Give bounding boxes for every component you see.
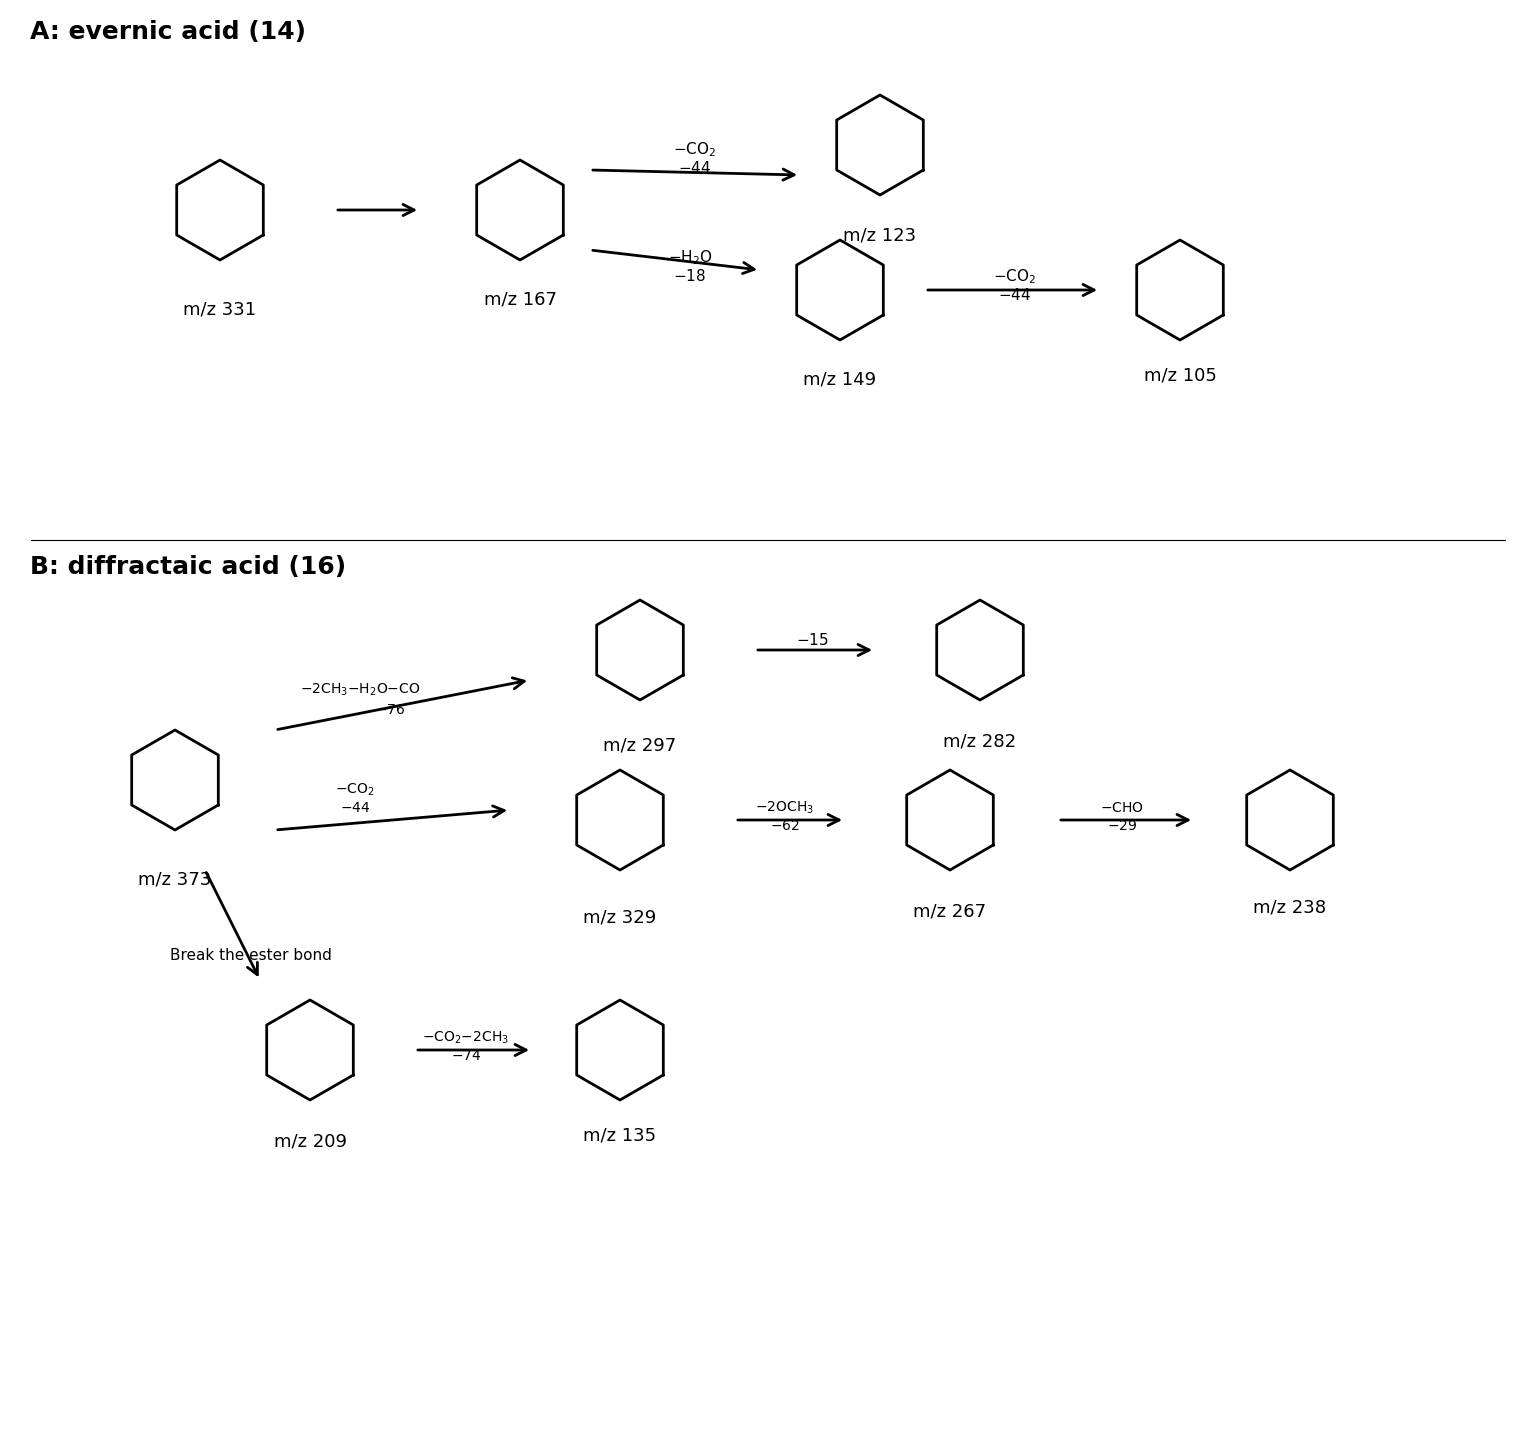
Text: m/z 149: m/z 149	[803, 372, 877, 389]
Text: m/z 209: m/z 209	[273, 1134, 347, 1151]
Text: m/z 297: m/z 297	[604, 736, 677, 753]
Text: m/z 123: m/z 123	[843, 226, 917, 244]
Text: m/z 373: m/z 373	[138, 870, 212, 889]
Text: $-$44: $-$44	[998, 286, 1032, 304]
Text: Break the ester bond: Break the ester bond	[170, 947, 332, 963]
Text: m/z 105: m/z 105	[1144, 366, 1217, 385]
Text: m/z 331: m/z 331	[183, 301, 257, 320]
Text: $-$CO$_2$$-$2CH$_3$: $-$CO$_2$$-$2CH$_3$	[422, 1030, 510, 1047]
Text: m/z 135: m/z 135	[584, 1126, 656, 1144]
Text: $-$29: $-$29	[1107, 818, 1137, 833]
Text: $-$H$_2$O: $-$H$_2$O	[668, 249, 713, 268]
Text: $-$CHO: $-$CHO	[1100, 801, 1144, 816]
Text: m/z 282: m/z 282	[943, 733, 1017, 750]
Text: m/z 267: m/z 267	[914, 902, 986, 921]
Text: $-$62: $-$62	[770, 818, 800, 833]
Text: $-$2OCH$_3$: $-$2OCH$_3$	[756, 800, 814, 816]
Text: $-$CO$_2$: $-$CO$_2$	[673, 140, 717, 159]
Text: $-$44: $-$44	[339, 801, 370, 816]
Text: $-$CO$_2$: $-$CO$_2$	[335, 782, 375, 798]
Text: $-$15: $-$15	[796, 632, 828, 648]
Text: m/z 329: m/z 329	[584, 910, 656, 927]
Text: $-$76: $-$76	[375, 703, 406, 717]
Text: $-$44: $-$44	[679, 161, 711, 176]
Text: A: evernic acid (14): A: evernic acid (14)	[31, 20, 306, 43]
Text: $-$74: $-$74	[450, 1048, 481, 1063]
Text: B: diffractaic acid (16): B: diffractaic acid (16)	[31, 555, 346, 578]
Text: m/z 167: m/z 167	[484, 291, 556, 309]
Text: m/z 238: m/z 238	[1253, 899, 1327, 917]
Text: $-$2CH$_3$$-$H$_2$O$-$CO: $-$2CH$_3$$-$H$_2$O$-$CO	[300, 683, 421, 698]
Text: $-$18: $-$18	[673, 268, 707, 283]
Text: $-$CO$_2$: $-$CO$_2$	[994, 268, 1037, 286]
